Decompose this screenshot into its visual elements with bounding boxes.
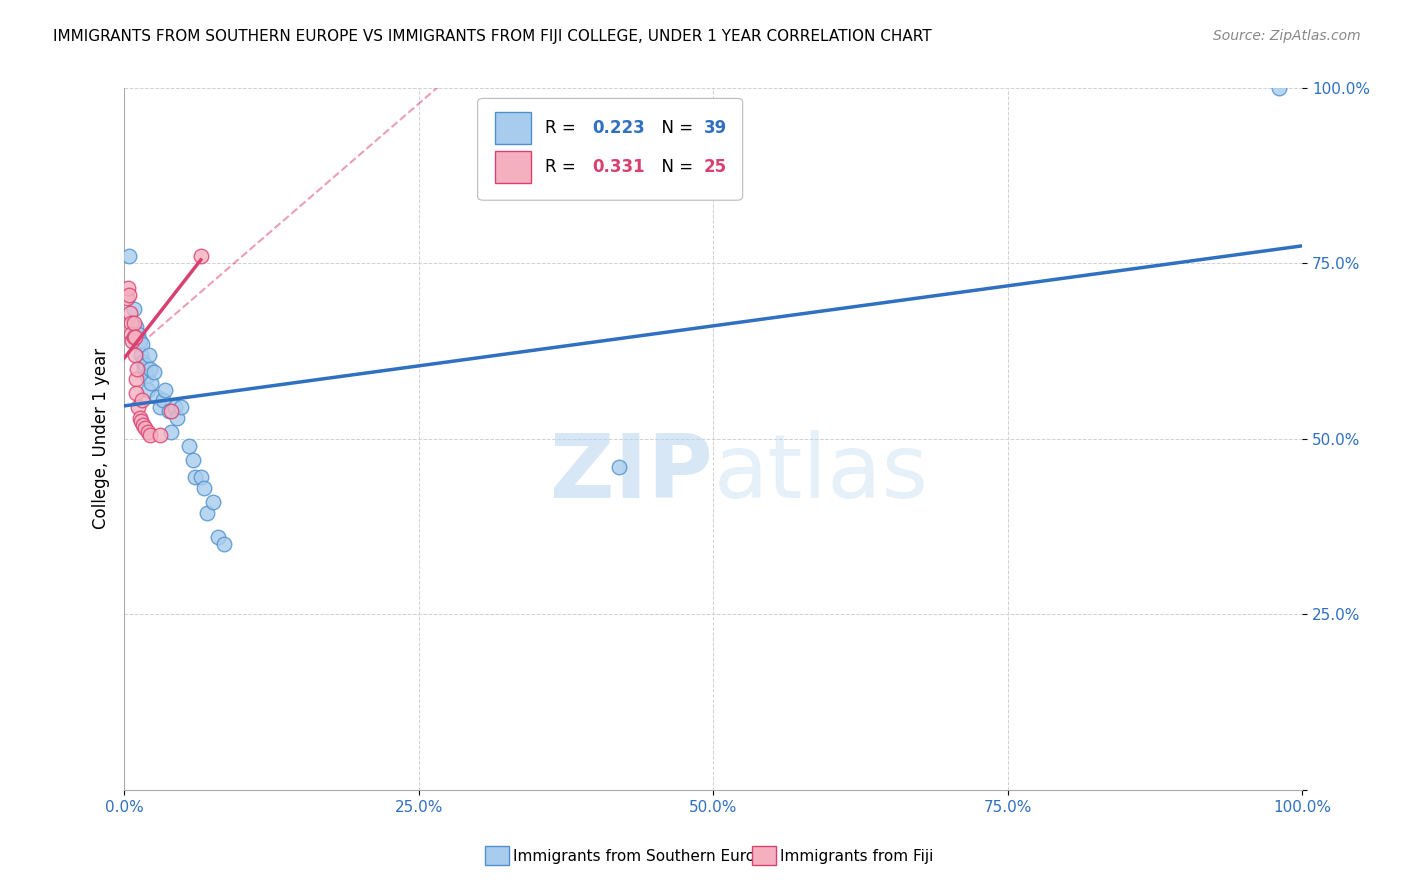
Point <box>120 316 142 330</box>
Point <box>125 372 148 386</box>
Point <box>125 386 148 401</box>
Point <box>134 421 156 435</box>
Point <box>124 348 146 362</box>
Point <box>129 348 152 362</box>
Text: R =: R = <box>544 158 581 177</box>
Point <box>152 393 174 408</box>
Point <box>125 319 148 334</box>
Point <box>128 410 150 425</box>
Point <box>128 334 150 348</box>
Point <box>134 361 156 376</box>
Point <box>148 428 170 442</box>
Text: atlas: atlas <box>713 431 928 517</box>
Point <box>148 401 170 415</box>
Y-axis label: College, Under 1 year: College, Under 1 year <box>93 348 110 530</box>
Text: N =: N = <box>651 158 699 177</box>
Point <box>142 365 165 379</box>
Point <box>184 470 207 484</box>
Text: R =: R = <box>544 119 581 136</box>
Point <box>132 354 155 368</box>
Point <box>163 401 186 415</box>
Text: Immigrants from Fiji: Immigrants from Fiji <box>780 849 934 863</box>
Text: 0.331: 0.331 <box>592 158 644 177</box>
Point <box>193 481 215 495</box>
Point <box>1267 81 1289 95</box>
Text: 0.223: 0.223 <box>592 119 644 136</box>
Point <box>121 334 143 348</box>
Point <box>181 453 204 467</box>
Point <box>115 292 138 306</box>
Point <box>131 393 153 408</box>
Text: Immigrants from Southern Europe: Immigrants from Southern Europe <box>513 849 775 863</box>
Point <box>131 337 153 351</box>
Point <box>127 361 149 376</box>
Point <box>195 506 218 520</box>
Point <box>607 459 630 474</box>
Point <box>139 361 162 376</box>
Point <box>129 414 152 428</box>
Point <box>135 368 157 383</box>
FancyBboxPatch shape <box>495 112 530 144</box>
Point <box>120 305 142 319</box>
Point <box>136 425 159 439</box>
Point <box>141 376 163 390</box>
Point <box>214 537 236 551</box>
Point <box>127 401 149 415</box>
Point <box>190 249 212 263</box>
Point <box>136 383 159 397</box>
Point <box>124 330 146 344</box>
Point <box>207 530 229 544</box>
Point <box>118 249 141 263</box>
Point <box>122 316 145 330</box>
Text: Source: ZipAtlas.com: Source: ZipAtlas.com <box>1213 29 1361 44</box>
Point <box>146 390 169 404</box>
Point <box>177 439 200 453</box>
Point <box>134 358 156 372</box>
Point <box>122 330 145 344</box>
Point <box>160 404 183 418</box>
Point <box>138 348 160 362</box>
Point <box>122 301 145 316</box>
Point <box>201 495 224 509</box>
Point <box>160 425 183 439</box>
Text: 39: 39 <box>704 119 727 136</box>
Point <box>117 281 139 295</box>
Text: ZIP: ZIP <box>551 431 713 517</box>
FancyBboxPatch shape <box>495 151 530 183</box>
FancyBboxPatch shape <box>478 98 742 200</box>
Text: IMMIGRANTS FROM SOUTHERN EUROPE VS IMMIGRANTS FROM FIJI COLLEGE, UNDER 1 YEAR CO: IMMIGRANTS FROM SOUTHERN EUROPE VS IMMIG… <box>53 29 932 45</box>
Point <box>166 410 188 425</box>
Point <box>190 470 212 484</box>
Point <box>127 326 149 341</box>
Text: 25: 25 <box>704 158 727 177</box>
Point <box>118 288 141 302</box>
Point <box>139 428 162 442</box>
Point <box>157 404 180 418</box>
Point <box>155 383 177 397</box>
Text: N =: N = <box>651 119 699 136</box>
Point <box>120 326 142 341</box>
Point <box>170 401 193 415</box>
Point <box>132 417 155 432</box>
